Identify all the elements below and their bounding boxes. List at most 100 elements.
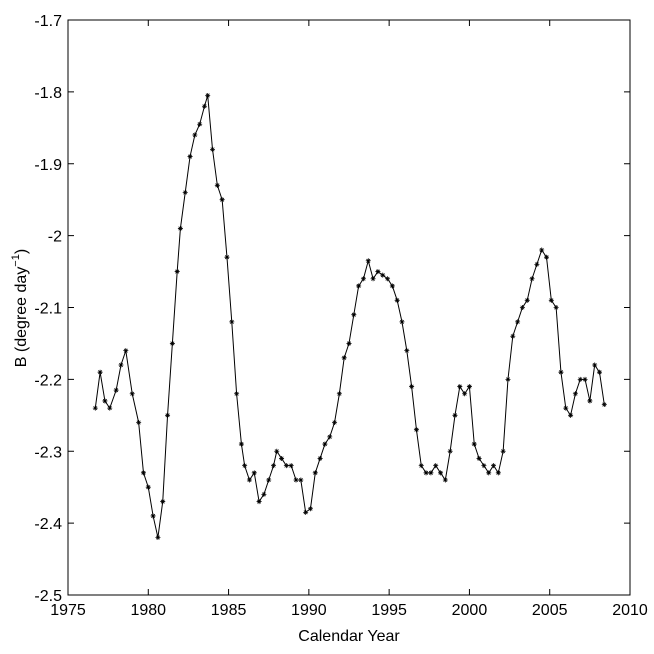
data-point (442, 477, 448, 483)
data-point (136, 420, 142, 425)
x-tick-label: 1985 (211, 602, 247, 619)
data-point (370, 276, 376, 282)
data-point (205, 92, 211, 98)
data-point (438, 470, 444, 476)
data-point (140, 470, 146, 476)
x-tick-label: 1990 (291, 602, 327, 619)
data-point (409, 384, 415, 390)
data-point (500, 448, 506, 454)
data-point (224, 254, 230, 260)
data-point (568, 412, 574, 418)
y-axis-label-text: B (degree day (13, 267, 30, 368)
data-point (495, 470, 501, 476)
data-point (596, 369, 602, 375)
data-point (385, 276, 391, 282)
data-point (356, 283, 362, 289)
x-axis-label: Calendar Year (298, 628, 400, 645)
data-point (192, 132, 198, 138)
data-point (92, 405, 98, 411)
data-point (548, 297, 554, 303)
data-point (515, 319, 521, 325)
data-point (519, 305, 525, 310)
data-point (452, 412, 458, 418)
data-point (389, 283, 395, 289)
data-point (150, 513, 156, 519)
data-point (229, 319, 235, 325)
data-point (341, 355, 347, 361)
y-tick-label: -2.1 (34, 301, 62, 318)
data-point (298, 477, 304, 483)
data-point (322, 441, 328, 447)
y-tick-label: -1.9 (34, 157, 62, 174)
data-point (524, 297, 530, 303)
data-point (155, 535, 161, 540)
data-point (572, 391, 578, 397)
data-point (303, 509, 309, 515)
data-point (447, 448, 453, 454)
data-point (413, 427, 419, 433)
data-point (197, 121, 203, 127)
data-point (274, 448, 280, 454)
data-point (293, 477, 299, 483)
data-point (582, 376, 588, 382)
data-point (360, 276, 366, 282)
data-point (365, 258, 371, 264)
data-point (462, 391, 468, 397)
data-point (107, 405, 113, 411)
data-point (160, 499, 166, 505)
data-point (210, 146, 216, 152)
data-point (234, 391, 240, 397)
data-point (529, 276, 535, 282)
y-axis-label-sup: −1 (10, 254, 22, 267)
x-tick-label: 1980 (130, 602, 166, 619)
data-point (558, 369, 564, 375)
data-point (544, 254, 550, 260)
x-tick-label: 2000 (452, 602, 488, 619)
data-point (601, 402, 607, 408)
data-point (394, 297, 400, 303)
data-point (428, 470, 434, 476)
data-point (261, 491, 267, 497)
data-point (266, 477, 272, 483)
data-point (317, 455, 323, 461)
data-point (182, 190, 188, 195)
data-point (113, 387, 119, 393)
data-point (375, 269, 381, 275)
y-tick-label: -2.3 (34, 444, 62, 461)
data-point (283, 463, 289, 469)
data-point (418, 463, 424, 469)
x-tick-label: 1975 (50, 602, 86, 619)
data-point (123, 348, 129, 354)
y-axis-label-close: ) (13, 249, 30, 254)
data-point (145, 484, 151, 490)
data-point (169, 340, 175, 346)
data-point (380, 272, 386, 278)
data-point (491, 463, 497, 469)
data-point (505, 376, 511, 382)
data-point (102, 398, 108, 404)
data-point (587, 398, 593, 404)
y-tick-label: -1.7 (34, 13, 62, 30)
data-point (219, 197, 225, 203)
data-point (246, 477, 252, 483)
y-tick-label: -2.5 (34, 588, 62, 605)
data-point (332, 420, 338, 425)
data-point (471, 441, 477, 447)
data-point (327, 434, 333, 440)
data-point (534, 261, 540, 267)
data-point (97, 369, 103, 375)
data-point (242, 463, 248, 469)
data-point (307, 506, 313, 512)
data-point (288, 463, 294, 469)
data-point (118, 362, 124, 368)
data-point (476, 455, 482, 461)
data-point (238, 441, 244, 447)
data-point (251, 470, 257, 476)
data-point (174, 269, 180, 275)
data-point (312, 470, 318, 476)
data-line (94, 95, 605, 538)
data-point (336, 391, 342, 397)
data-point (214, 182, 220, 188)
data-point (539, 247, 545, 253)
